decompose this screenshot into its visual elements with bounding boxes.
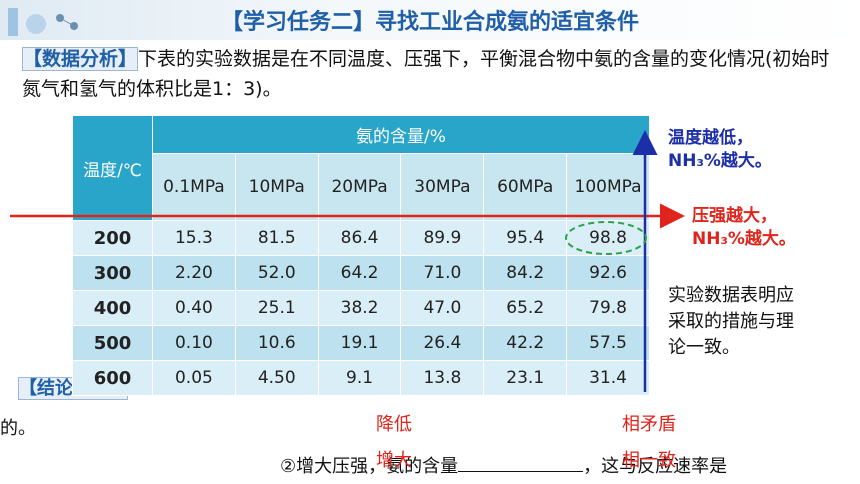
cell: 0.40 — [152, 290, 236, 326]
column-header: 100MPa — [566, 153, 650, 221]
cell: 38.2 — [317, 290, 402, 326]
table-row: 200 15.3 81.5 86.4 89.9 95.4 98.8 — [72, 220, 650, 256]
corner-header: 温度/℃ — [72, 115, 153, 221]
cell: 26.4 — [400, 325, 485, 361]
cell: 9.1 — [317, 360, 402, 396]
text: 压强越大， — [692, 206, 777, 226]
column-header: 0.1MPa — [152, 153, 236, 221]
data-table: 温度/℃ 氨的含量/% 0.1MPa 10MPa 20MPa 30MPa 60MPa 100M… — [72, 115, 650, 396]
row-header: 500 — [72, 325, 153, 361]
cell: 71.0 — [400, 255, 485, 291]
conclusion-line2: ②增大压强，氨的含量 ，这与反应速率是 — [280, 452, 727, 478]
cell: 23.1 — [483, 360, 568, 396]
cell: 95.4 — [483, 220, 568, 256]
cell: 4.50 — [234, 360, 319, 396]
cell: 15.3 — [152, 220, 236, 256]
group-header: 氨的含量/% — [152, 115, 650, 154]
row-header: 200 — [72, 220, 153, 256]
row-header: 400 — [72, 290, 153, 326]
cell: 25.1 — [234, 290, 319, 326]
cell: 42.2 — [483, 325, 568, 361]
pressure-note: 压强越大， NH₃%越大。 — [692, 205, 796, 251]
cell: 81.5 — [234, 220, 319, 256]
lab-icon — [8, 8, 78, 36]
cell: 47.0 — [400, 290, 485, 326]
header-row: 温度/℃ 氨的含量/% — [72, 115, 650, 221]
intro-tag: 【数据分析】 — [22, 47, 139, 71]
cell: 0.05 — [152, 360, 236, 396]
text: ，这与反应速率是 — [583, 456, 728, 477]
cell: 84.2 — [483, 255, 568, 291]
cell: 57.5 — [566, 325, 650, 361]
answer: 相矛盾 — [622, 414, 676, 435]
cell: 19.1 — [317, 325, 402, 361]
intro-text: 下表的实验数据是在不同温度、压强下，平衡混合物中氨的含量的变化情况(初始时氮气和… — [22, 48, 830, 100]
title-bar — [0, 0, 860, 40]
text: 温度越低， — [668, 128, 753, 148]
answer: 相一致 — [622, 450, 676, 471]
cell: 2.20 — [152, 255, 236, 291]
blank — [458, 471, 584, 472]
highlight — [565, 221, 647, 255]
cell: 31.4 — [566, 360, 650, 396]
header-row: 0.1MPa 10MPa 20MPa 30MPa 60MPa 100MPa — [73, 153, 650, 221]
intro: 【数据分析】下表的实验数据是在不同温度、压强下，平衡混合物中氨的含量的变化情况(… — [22, 44, 842, 104]
cell: 65.2 — [483, 290, 568, 326]
text: NH₃%越大。 — [692, 229, 796, 249]
cell: 52.0 — [234, 255, 319, 291]
table-row: 300 2.20 52.0 64.2 71.0 84.2 92.6 — [72, 255, 650, 291]
table-row: 600 0.05 4.50 9.1 13.8 23.1 31.4 — [72, 360, 650, 396]
table-row: 500 0.10 10.6 19.1 26.4 42.2 57.5 — [72, 325, 650, 361]
row-header: 300 — [72, 255, 153, 291]
conclusion-note: 实验数据表明应采取的措施与理论一致。 — [668, 285, 794, 358]
cell: 89.9 — [400, 220, 485, 256]
column-header: 60MPa — [483, 153, 568, 221]
answer: 增大 — [376, 450, 412, 471]
row-header: 600 — [72, 360, 153, 396]
text: NH₃%越大。 — [668, 151, 772, 171]
cell: 92.6 — [566, 255, 650, 291]
title: 【学习任务二】寻找工业合成氨的适宜条件 — [220, 10, 639, 35]
temperature-note: 温度越低， NH₃%越大。 — [668, 127, 772, 173]
text: ②增大压强，氨的含量 — [280, 456, 459, 477]
answer: 降低 — [376, 414, 412, 435]
cell: 79.8 — [566, 290, 650, 326]
column-header: 30MPa — [400, 153, 485, 221]
text: 的。 — [0, 418, 36, 439]
cell: 13.8 — [400, 360, 485, 396]
table-row: 400 0.40 25.1 38.2 47.0 65.2 79.8 — [72, 290, 650, 326]
column-header: 20MPa — [317, 153, 402, 221]
